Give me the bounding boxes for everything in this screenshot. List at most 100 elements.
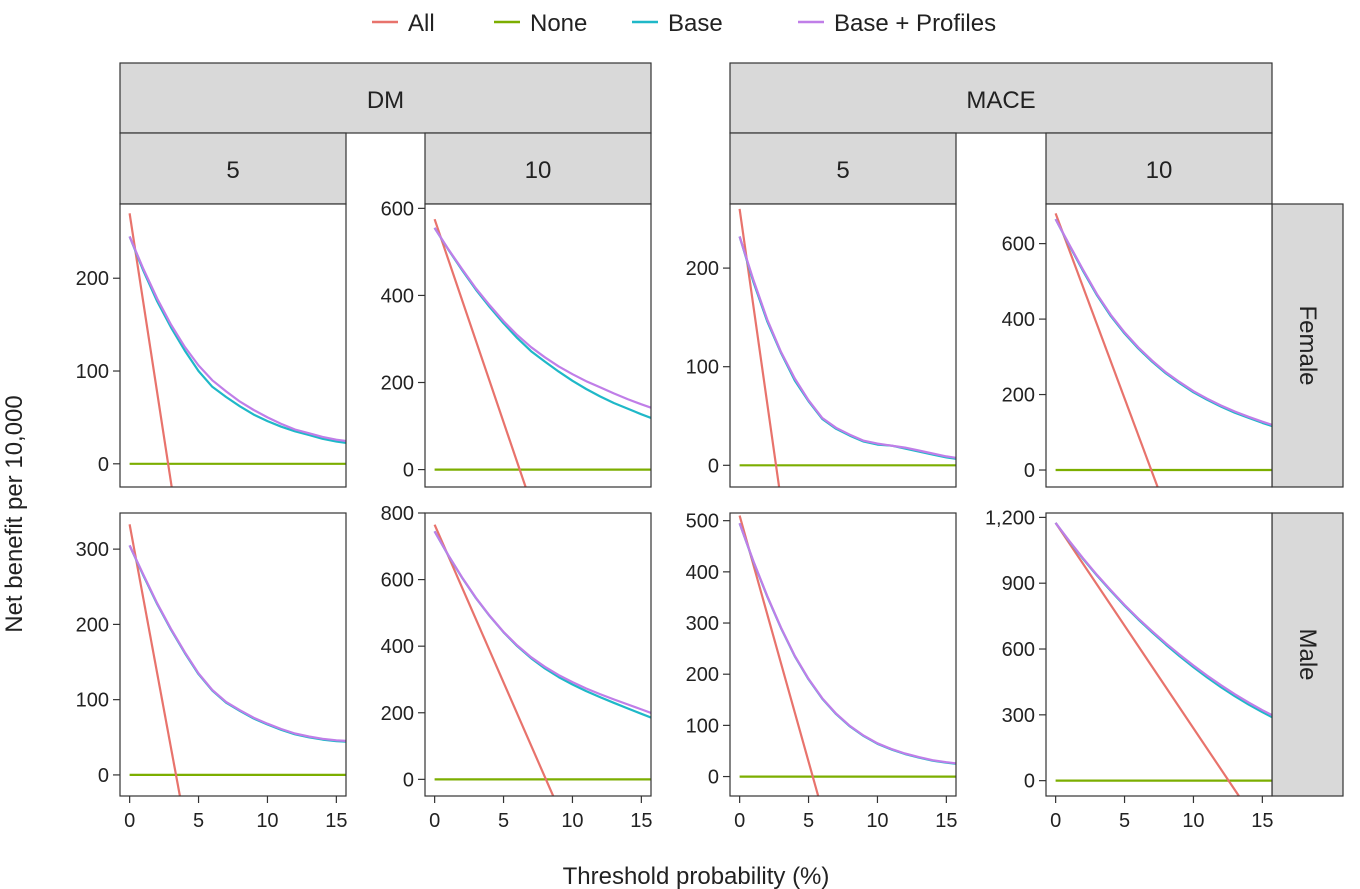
y-tick-label-dm-10-male-800: 800 bbox=[381, 503, 414, 525]
panel-background-mace-5-female bbox=[730, 204, 956, 487]
panel-lines-dm-5-female bbox=[128, 213, 346, 487]
y-tick-label-dm-5-male-200: 200 bbox=[76, 614, 109, 636]
x-tick-label-mace-5-male-5: 5 bbox=[803, 810, 814, 832]
x-tick-label-dm-5-male-0: 0 bbox=[124, 810, 135, 832]
y-tick-label-dm-5-male-0: 0 bbox=[98, 765, 109, 787]
panel-border-mace-5-male bbox=[729, 512, 957, 797]
strip-sex-label-male: Male bbox=[1294, 628, 1321, 680]
panel-lines-mace-10-female bbox=[1054, 213, 1272, 487]
strip-horizon-label-dm-10: 10 bbox=[525, 157, 552, 184]
y-tick-label-dm-10-male-0: 0 bbox=[403, 769, 414, 791]
y-tick-label-dm-5-male-100: 100 bbox=[76, 690, 109, 712]
y-tick-label-mace-5-male-200: 200 bbox=[686, 664, 719, 686]
y-tick-label-mace-10-female-600: 600 bbox=[1002, 234, 1035, 256]
series-line-base-profiles-mace-10-male bbox=[1054, 522, 1272, 717]
y-tick-label-mace-5-male-0: 0 bbox=[708, 767, 719, 789]
y-tick-label-dm-10-male-400: 400 bbox=[381, 636, 414, 658]
series-line-base-profiles-dm-5-female bbox=[128, 236, 346, 443]
series-line-base-profiles-mace-5-male bbox=[738, 522, 956, 765]
y-tick-label-mace-5-male-500: 500 bbox=[686, 511, 719, 533]
legend-label-base: Base bbox=[668, 10, 723, 37]
series-line-all-dm-5-female bbox=[128, 213, 173, 487]
x-tick-label-mace-5-male-10: 10 bbox=[866, 810, 888, 832]
panel-border-dm-10-female bbox=[424, 203, 652, 488]
y-tick-label-dm-10-male-600: 600 bbox=[381, 570, 414, 592]
y-tick-label-mace-10-male-900: 900 bbox=[1002, 573, 1035, 595]
panel-border-mace-10-male bbox=[1045, 512, 1273, 797]
panel-lines-mace-5-male bbox=[738, 515, 956, 796]
y-tick-label-mace-10-male-0: 0 bbox=[1024, 771, 1035, 793]
strip-horizon-mace-10 bbox=[1045, 132, 1273, 205]
strip-horizon-label-mace-5: 5 bbox=[836, 157, 849, 184]
x-tick-label-mace-5-male-0: 0 bbox=[734, 810, 745, 832]
x-tick-label-dm-10-male-0: 0 bbox=[429, 810, 440, 832]
series-line-all-dm-10-female bbox=[433, 218, 527, 487]
legend-label-base-profiles: Base + Profiles bbox=[834, 10, 996, 37]
y-axis-title: Net benefit per 10,000 bbox=[1, 395, 28, 633]
panel-lines-dm-10-male bbox=[433, 524, 651, 796]
legend: All None Base Base + Profiles bbox=[372, 10, 996, 37]
panel-border-mace-5-female bbox=[729, 203, 957, 488]
x-tick-label-dm-5-male-15: 15 bbox=[325, 810, 347, 832]
legend-label-all: All bbox=[408, 10, 435, 37]
legend-item-all: All bbox=[372, 10, 435, 37]
panel-background-mace-5-male bbox=[730, 513, 956, 796]
y-tick-label-mace-5-male-100: 100 bbox=[686, 715, 719, 737]
y-tick-label-mace-10-female-0: 0 bbox=[1024, 460, 1035, 482]
y-tick-label-mace-5-female-200: 200 bbox=[686, 258, 719, 280]
x-tick-label-mace-10-male-10: 10 bbox=[1182, 810, 1204, 832]
panel-background-dm-5-female bbox=[120, 204, 346, 487]
panel-dm-10-female: 0 200 400 600 bbox=[381, 198, 652, 488]
series-line-base-dm-5-female bbox=[128, 236, 346, 444]
strip-outcome-label-mace: MACE bbox=[966, 87, 1035, 114]
panel-background-dm-10-male bbox=[425, 513, 651, 796]
strip-horizon-label-dm-5: 5 bbox=[226, 157, 239, 184]
y-tick-label-mace-10-female-200: 200 bbox=[1002, 385, 1035, 407]
panel-dm-10-male: 0 200 400 600 800 0 5 10 15 bbox=[381, 503, 653, 832]
strip-sex-label-female: Female bbox=[1294, 305, 1321, 385]
y-tick-label-dm-10-male-200: 200 bbox=[381, 703, 414, 725]
series-line-all-mace-10-male bbox=[1054, 522, 1240, 796]
legend-label-none: None bbox=[530, 10, 587, 37]
panel-background-dm-5-male bbox=[120, 513, 346, 796]
y-tick-label-mace-5-male-400: 400 bbox=[686, 562, 719, 584]
y-tick-label-dm-10-female-400: 400 bbox=[381, 285, 414, 307]
x-tick-label-dm-10-male-5: 5 bbox=[498, 810, 509, 832]
panel-background-mace-10-female bbox=[1046, 204, 1272, 487]
series-line-base-profiles-dm-10-male bbox=[433, 530, 651, 715]
strip-horizon-mace-5 bbox=[729, 132, 957, 205]
panel-lines-dm-5-male bbox=[128, 524, 346, 796]
facet-panels: 0100200020040060001002000200400600010020… bbox=[76, 198, 1274, 832]
series-line-all-dm-10-male bbox=[433, 524, 555, 796]
x-tick-label-mace-10-male-15: 15 bbox=[1251, 810, 1273, 832]
x-tick-label-mace-5-male-15: 15 bbox=[935, 810, 957, 832]
y-tick-label-dm-5-male-300: 300 bbox=[76, 539, 109, 561]
series-line-all-mace-10-female bbox=[1054, 213, 1159, 487]
series-line-all-dm-5-male bbox=[128, 524, 181, 796]
series-line-base-profiles-dm-5-male bbox=[128, 544, 346, 742]
legend-item-base: Base bbox=[632, 10, 723, 37]
x-tick-label-dm-10-male-10: 10 bbox=[561, 810, 583, 832]
strip-sex-male bbox=[1271, 512, 1344, 797]
panel-border-dm-5-female bbox=[119, 203, 347, 488]
y-tick-label-dm-10-female-0: 0 bbox=[403, 460, 414, 482]
legend-item-none: None bbox=[494, 10, 587, 37]
y-tick-label-dm-5-female-0: 0 bbox=[98, 454, 109, 476]
y-tick-label-mace-5-female-100: 100 bbox=[686, 357, 719, 379]
y-tick-label-mace-10-male-300: 300 bbox=[1002, 705, 1035, 727]
panel-mace-10-male: 0 300 600 900 1,200 0 5 10 15 bbox=[985, 507, 1274, 832]
series-line-base-profiles-mace-10-female bbox=[1054, 218, 1272, 427]
y-tick-label-dm-10-female-200: 200 bbox=[381, 373, 414, 395]
strip-sex-female bbox=[1271, 203, 1344, 488]
y-tick-label-dm-5-female-200: 200 bbox=[76, 268, 109, 290]
x-tick-label-dm-5-male-5: 5 bbox=[193, 810, 204, 832]
y-tick-label-dm-10-female-600: 600 bbox=[381, 198, 414, 220]
panel-background-dm-10-female bbox=[425, 204, 651, 487]
x-axis-title: Threshold probability (%) bbox=[563, 863, 830, 889]
panel-mace-10-female: 0 200 400 600 bbox=[1002, 203, 1273, 488]
panel-border-mace-10-female bbox=[1045, 203, 1273, 488]
panel-dm-5-female: 0 100 200 bbox=[76, 203, 347, 488]
y-tick-label-mace-10-male-1200: 1,200 bbox=[985, 507, 1035, 529]
x-tick-label-dm-5-male-10: 10 bbox=[256, 810, 278, 832]
